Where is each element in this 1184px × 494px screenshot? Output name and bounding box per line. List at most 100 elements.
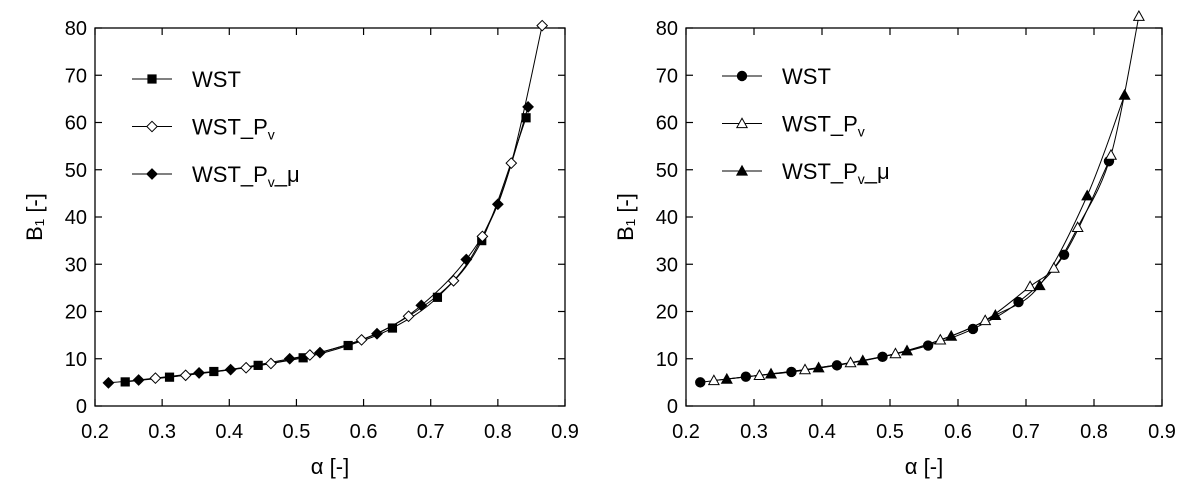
data-point-series-1 [831,360,843,371]
y-axis-title: B₁ [-] [613,193,638,241]
data-point-series-1 [695,377,706,388]
plot-frame [685,27,1163,407]
x-tick-label: 0.3 [148,421,176,443]
y-tick-label: 60 [65,113,87,135]
data-point-series-1 [253,360,263,370]
legend-label: WST_Pv_μ [782,159,890,187]
y-tick-label: 80 [656,18,678,40]
data-point-series-1 [521,113,531,123]
data-point-series-2 [505,157,518,170]
data-point-series-2 [303,349,316,361]
y-tick-label: 20 [65,302,87,324]
y-tick-label: 20 [656,302,678,324]
series-line-1 [125,117,527,383]
data-point-series-1 [967,323,979,335]
x-axis-title: α [-] [905,454,943,479]
y-axis-title: B₁ [-] [22,193,47,241]
data-point-series-3 [945,329,958,341]
legend-label: WST_Pv [192,115,275,143]
data-point-series-3 [1081,189,1094,201]
data-point-series-2 [240,361,252,374]
data-point-series-3 [522,101,534,113]
legend-label: WST [782,64,831,89]
data-point-series-3 [224,363,237,376]
data-point-series-3 [283,352,296,365]
x-axis-title: α [-] [311,454,349,479]
data-point-series-3 [764,367,778,379]
data-point-series-3 [989,309,1002,320]
x-tick-label: 0.5 [876,421,904,443]
data-point-series-1 [1058,249,1070,260]
data-point-series-3 [720,372,733,384]
x-tick-label: 0.9 [551,421,579,443]
data-point-series-1 [387,323,398,333]
data-point-series-3 [102,376,115,389]
data-point-series-3 [415,299,428,312]
y-tick-label: 10 [65,349,87,371]
x-tick-label: 0.8 [1080,421,1108,443]
y-tick-label: 40 [656,207,678,229]
data-point-series-3 [491,198,504,211]
data-point-series-3 [900,344,914,356]
data-point-series-2 [1132,9,1145,21]
data-point-series-2 [1024,280,1037,292]
y-tick-label: 0 [76,396,87,418]
legend-marker [146,120,158,133]
data-point-series-3 [1033,279,1046,291]
x-tick-label: 0.2 [672,421,700,443]
y-tick-label: 70 [656,65,678,87]
y-tick-label: 0 [667,396,678,418]
x-tick-label: 0.5 [283,421,311,443]
data-point-series-3 [371,327,383,340]
data-point-series-2 [355,333,368,346]
x-tick-label: 0.4 [808,421,836,443]
data-point-series-2 [149,372,162,385]
y-tick-label: 70 [65,65,87,87]
data-point-series-3 [314,346,326,359]
y-tick-label: 30 [656,254,678,276]
data-point-series-2 [1071,221,1084,233]
data-point-series-2 [753,369,766,380]
data-point-series-2 [1047,261,1060,273]
data-point-series-3 [193,367,205,379]
data-point-series-2 [536,19,549,32]
data-point-series-2 [707,374,720,386]
y-tick-label: 50 [656,160,678,182]
x-tick-label: 0.6 [944,421,972,443]
legend-label: WST [192,67,241,92]
legend-label: WST_Pv_μ [192,162,300,190]
legend-marker [735,164,749,176]
data-point-series-2 [798,363,812,375]
y-tick-label: 10 [656,349,678,371]
y-tick-label: 80 [65,18,87,40]
data-point-series-3 [856,354,869,366]
x-tick-label: 0.8 [484,421,512,443]
data-point-series-1 [1013,296,1024,308]
series-line-2 [713,16,1140,381]
data-point-series-1 [209,366,219,377]
x-tick-label: 0.7 [1012,421,1040,443]
legend-marker [147,74,157,84]
data-point-series-2 [934,333,947,345]
x-tick-label: 0.7 [417,421,445,443]
data-point-series-2 [402,310,415,323]
data-point-series-1 [298,353,308,363]
data-point-series-1 [740,371,752,382]
x-tick-label: 0.4 [215,421,243,443]
data-point-series-1 [343,340,353,351]
data-point-series-1 [922,340,934,351]
series-line-3 [108,106,529,384]
data-point-series-2 [979,314,992,326]
data-point-series-3 [1118,88,1131,100]
y-tick-label: 50 [65,160,87,182]
data-point-series-3 [460,253,473,266]
chart-panel-2: 0.2 0.3 0.4 0.5 0.6 0.7 0.8 0.9 0 10 20 30 40 50 60 70 8… [613,9,1176,479]
legend-label: WST_Pv [782,112,865,140]
x-tick-label: 0.2 [81,421,109,443]
y-tick-label: 40 [65,207,87,229]
data-point-series-2 [844,356,857,368]
data-point-series-2 [889,347,902,359]
data-point-series-3 [812,361,825,373]
series-line-3 [726,94,1126,380]
